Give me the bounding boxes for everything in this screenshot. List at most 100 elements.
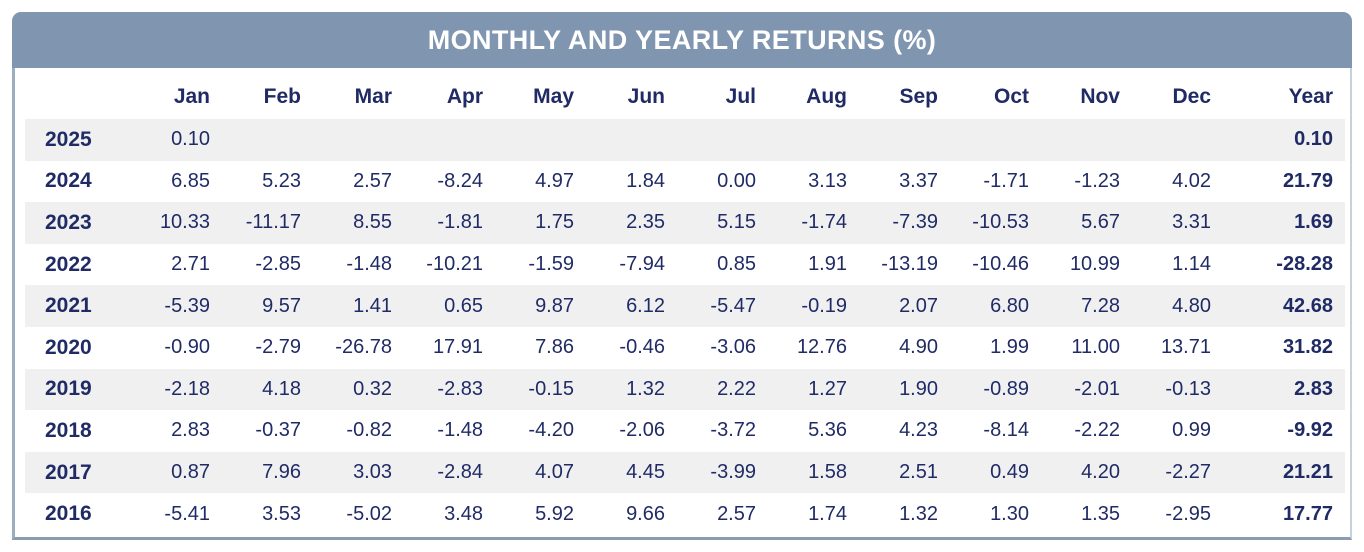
table-row: 2018 2.83 -0.37 -0.82 -1.48 -4.20 -2.06 -3.72 5.… bbox=[25, 410, 1345, 452]
column-header-feb: Feb bbox=[263, 84, 301, 108]
value-cell: 1.35 bbox=[1081, 502, 1120, 525]
value-cell bbox=[489, 119, 580, 161]
table-row: 2017 0.87 7.96 3.03 -2.84 4.07 4.45 -3.99 1.58 2.… bbox=[25, 451, 1345, 494]
value-cell: -1.48 bbox=[437, 419, 483, 442]
returns-table: Jan Feb Mar Apr May Jun Jul Aug Sep Oct Nov Dec Year… bbox=[25, 68, 1345, 535]
value-cell: -3.72 bbox=[710, 419, 756, 442]
value-cell: 3.48 bbox=[444, 502, 483, 525]
value-cell: 4.20 bbox=[1081, 461, 1120, 484]
value-cell: 0.99 bbox=[1172, 419, 1211, 442]
year-cell: 2016 bbox=[45, 502, 92, 526]
value-cell: 3.03 bbox=[353, 461, 392, 484]
value-cell: 4.07 bbox=[535, 461, 574, 484]
value-cell: 0.49 bbox=[990, 461, 1029, 484]
value-cell: 4.23 bbox=[899, 419, 938, 442]
value-cell: -0.15 bbox=[528, 377, 574, 400]
value-cell: -3.99 bbox=[710, 461, 756, 484]
column-header-year: Year bbox=[1288, 84, 1333, 108]
value-cell: -0.89 bbox=[983, 377, 1029, 400]
year-cell: 2019 bbox=[45, 377, 92, 401]
value-cell: 2.51 bbox=[899, 461, 938, 484]
table-row: 2025 0.10 0.10 bbox=[25, 119, 1345, 161]
value-cell: 0.85 bbox=[717, 253, 756, 276]
year-total-cell: 21.21 bbox=[1282, 461, 1333, 484]
value-cell bbox=[307, 119, 398, 161]
value-cell: 4.18 bbox=[262, 377, 301, 400]
value-cell: -1.59 bbox=[528, 253, 574, 276]
value-cell: -0.37 bbox=[255, 419, 301, 442]
year-cell: 2025 bbox=[45, 127, 92, 151]
year-cell: 2023 bbox=[45, 210, 92, 234]
value-cell: -8.14 bbox=[983, 419, 1029, 442]
value-cell: 7.86 bbox=[535, 336, 574, 359]
value-cell: -5.47 bbox=[710, 294, 756, 317]
column-header-may: May bbox=[533, 84, 574, 108]
year-cell: 2020 bbox=[45, 335, 92, 359]
value-cell: -1.74 bbox=[801, 211, 847, 234]
column-header-mar: Mar bbox=[354, 84, 392, 108]
value-cell: 1.32 bbox=[899, 502, 938, 525]
value-cell: 5.36 bbox=[808, 419, 847, 442]
value-cell: -0.90 bbox=[164, 336, 210, 359]
value-cell: 3.37 bbox=[899, 169, 938, 192]
year-total-cell: -28.28 bbox=[1276, 253, 1333, 276]
value-cell: 2.07 bbox=[899, 294, 938, 317]
value-cell: 4.97 bbox=[535, 169, 574, 192]
table-title: MONTHLY AND YEARLY RETURNS (%) bbox=[427, 24, 937, 55]
value-cell: 4.80 bbox=[1172, 294, 1211, 317]
column-header-jan: Jan bbox=[173, 84, 210, 108]
value-cell: -10.21 bbox=[426, 253, 483, 276]
value-cell: 1.41 bbox=[353, 294, 392, 317]
table-row: 2021 -5.39 9.57 1.41 0.65 9.87 6.12 -5.47 -0.19 2… bbox=[25, 285, 1345, 327]
value-cell: 1.27 bbox=[808, 377, 847, 400]
value-cell: 2.22 bbox=[717, 377, 756, 400]
value-cell: -7.39 bbox=[892, 211, 938, 234]
returns-table-card: MONTHLY AND YEARLY RETURNS (%) Jan Feb Mar… bbox=[12, 12, 1352, 540]
table-body: 2025 0.10 0.10 2024 6.85 5.23 2.57 -8.24 4.97 1.8… bbox=[25, 119, 1345, 535]
value-cell: -0.82 bbox=[346, 419, 392, 442]
value-cell: -2.85 bbox=[255, 253, 301, 276]
value-cell: 3.31 bbox=[1172, 211, 1211, 234]
value-cell: -2.22 bbox=[1074, 419, 1120, 442]
value-cell: 0.65 bbox=[444, 294, 483, 317]
column-header-sep: Sep bbox=[899, 84, 938, 108]
value-cell: 1.58 bbox=[808, 461, 847, 484]
value-cell: 5.15 bbox=[717, 211, 756, 234]
value-cell: -8.24 bbox=[437, 169, 483, 192]
value-cell: -11.17 bbox=[245, 211, 301, 234]
value-cell: 1.99 bbox=[990, 336, 1029, 359]
year-cell: 2024 bbox=[45, 169, 92, 193]
table-row: 2023 10.33 -11.17 8.55 -1.81 1.75 2.35 5.15 -1.7… bbox=[25, 202, 1345, 244]
value-cell: 1.74 bbox=[808, 502, 847, 525]
value-cell: 1.75 bbox=[535, 211, 574, 234]
year-cell: 2021 bbox=[45, 294, 92, 318]
value-cell: -4.20 bbox=[528, 419, 574, 442]
value-cell: -3.06 bbox=[710, 336, 756, 359]
value-cell: 10.33 bbox=[159, 211, 210, 234]
value-cell: 2.57 bbox=[353, 169, 392, 192]
value-cell: 3.13 bbox=[808, 169, 847, 192]
value-cell: -0.46 bbox=[619, 336, 665, 359]
value-cell: -5.41 bbox=[164, 502, 210, 525]
value-cell: 2.83 bbox=[171, 419, 210, 442]
value-cell: 9.57 bbox=[262, 294, 301, 317]
year-total-cell: 17.77 bbox=[1282, 502, 1333, 525]
value-cell: 0.10 bbox=[171, 128, 210, 151]
value-cell: 0.32 bbox=[353, 377, 392, 400]
value-cell: 0.87 bbox=[171, 461, 210, 484]
value-cell: 1.30 bbox=[990, 502, 1029, 525]
column-header-nov: Nov bbox=[1080, 84, 1120, 108]
value-cell: -5.02 bbox=[346, 502, 392, 525]
value-cell: -1.81 bbox=[437, 211, 483, 234]
value-cell: 7.28 bbox=[1081, 294, 1120, 317]
value-cell: 9.87 bbox=[535, 294, 574, 317]
value-cell: -13.19 bbox=[881, 253, 938, 276]
value-cell: -10.53 bbox=[972, 211, 1029, 234]
year-total-cell: 31.82 bbox=[1282, 336, 1333, 359]
year-cell: 2022 bbox=[45, 252, 92, 276]
value-cell: -26.78 bbox=[335, 336, 392, 359]
value-cell: 1.14 bbox=[1172, 253, 1211, 276]
value-cell bbox=[762, 119, 853, 161]
value-cell: 1.32 bbox=[626, 377, 665, 400]
